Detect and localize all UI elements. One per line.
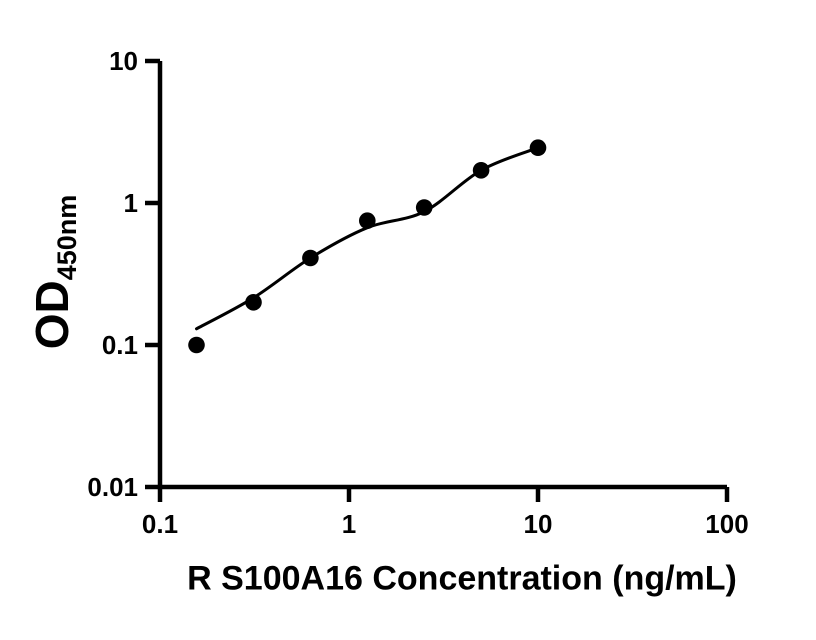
y-tick-label: 0.01 [87,472,138,502]
y-axis-title: OD450nm [25,195,83,350]
y-axis-title-subscript: 450nm [52,194,82,281]
axes-line [157,61,727,490]
y-tick-label: 10 [109,46,138,76]
y-axis-title-main: OD [26,280,78,350]
x-tick-label: 0.1 [142,509,178,539]
data-point [302,249,319,267]
x-tick-label: 10 [524,509,553,539]
x-tick-label: 1 [342,509,356,539]
data-point [529,139,547,156]
x-axis-title-text: R S100A16 Concentration (ng/mL) [187,559,737,598]
data-point [359,212,376,229]
y-tick-label: 1 [124,188,138,218]
y-tick-label: 0.1 [102,330,138,360]
data-point [188,336,205,354]
x-axis-title: R S100A16 Concentration (ng/mL) [187,560,737,599]
data-point [472,162,490,179]
x-tick-label: 100 [705,509,748,539]
data-point [415,199,433,216]
data-point [245,294,262,311]
